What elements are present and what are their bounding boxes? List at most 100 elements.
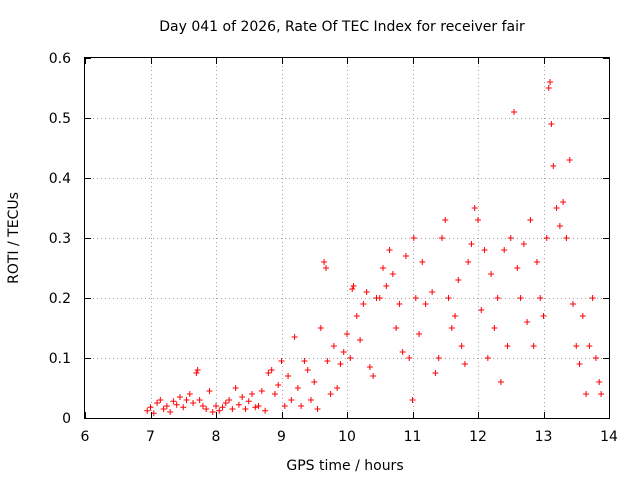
data-point [396, 301, 403, 307]
data-point [278, 358, 285, 364]
data-point [455, 277, 462, 283]
data-point [216, 407, 223, 414]
data-point [399, 349, 406, 355]
data-point [327, 391, 334, 397]
data-point [540, 313, 547, 319]
data-point [157, 397, 164, 403]
x-tick-label: 13 [535, 429, 553, 445]
data-point [563, 235, 570, 241]
data-point [232, 385, 239, 391]
y-tick-label: 0 [62, 411, 71, 427]
data-point [547, 79, 554, 85]
chart-title: Day 041 of 2026, Rate Of TEC Index for r… [159, 19, 525, 35]
data-point [350, 283, 357, 289]
data-point [190, 400, 197, 406]
data-point [176, 394, 183, 400]
data-point [484, 355, 491, 361]
data-point [363, 289, 370, 295]
data-point [285, 373, 292, 379]
data-point [229, 406, 236, 412]
data-point [160, 406, 167, 412]
data-point [586, 343, 593, 349]
x-tick-label: 10 [338, 429, 356, 445]
data-point [438, 235, 445, 241]
data-point [410, 235, 417, 241]
data-point [219, 404, 226, 411]
data-point [193, 370, 200, 376]
data-point [344, 331, 350, 337]
data-point [448, 325, 455, 331]
data-point [347, 355, 354, 361]
data-point [196, 397, 203, 403]
data-point [393, 325, 400, 331]
data-point [268, 367, 275, 373]
data-point [252, 404, 259, 411]
data-point [520, 241, 527, 247]
data-point [598, 391, 605, 397]
data-point [209, 409, 216, 415]
data-point [353, 313, 360, 319]
y-axis-label: ROTI / TECUs [6, 192, 22, 284]
data-point [548, 121, 555, 127]
data-point [376, 295, 383, 301]
data-point [458, 343, 465, 349]
data-point [357, 337, 364, 343]
data-point [370, 373, 377, 379]
data-point [429, 289, 436, 295]
data-point [349, 286, 356, 292]
data-point [262, 407, 269, 414]
data-point [471, 205, 478, 211]
data-point [468, 241, 475, 247]
data-point [402, 253, 409, 259]
data-point [314, 406, 321, 412]
data-point [311, 379, 318, 385]
data-point [504, 343, 511, 349]
data-point [452, 313, 459, 319]
data-point [592, 355, 599, 361]
x-tick-label: 12 [469, 429, 487, 445]
data-point [461, 361, 468, 367]
x-tick-label: 6 [81, 429, 90, 445]
data-point [550, 163, 557, 169]
x-tick-label: 7 [146, 429, 155, 445]
data-point [235, 401, 242, 408]
data-point [445, 295, 452, 301]
data-point [553, 205, 560, 211]
data-point [360, 301, 367, 307]
data-point [183, 397, 190, 403]
data-point [497, 379, 504, 385]
data-point [478, 307, 485, 313]
data-point [527, 217, 534, 223]
data-point [258, 388, 265, 394]
data-point [465, 259, 472, 265]
data-point [222, 400, 229, 406]
data-point [560, 199, 567, 205]
data-point [589, 295, 596, 301]
data-point [324, 358, 331, 364]
data-point [180, 404, 187, 411]
data-point [556, 223, 563, 229]
data-point [323, 265, 330, 271]
data-point [206, 388, 213, 394]
data-point [514, 265, 521, 271]
data-point [507, 235, 514, 241]
data-point [242, 406, 249, 412]
data-point [517, 295, 524, 301]
data-point [154, 400, 161, 406]
data-point [265, 370, 272, 376]
data-point [340, 349, 347, 355]
data-point [294, 385, 301, 391]
data-point [583, 391, 590, 397]
data-point [301, 358, 308, 364]
y-tick-label: 0.3 [49, 231, 71, 247]
data-point [442, 217, 449, 223]
data-point [199, 403, 206, 409]
data-point [494, 295, 501, 301]
data-point [481, 247, 488, 253]
data-point [475, 217, 481, 223]
data-point [380, 265, 387, 271]
data-point [383, 283, 390, 289]
data-point [167, 409, 174, 415]
data-point [337, 361, 344, 367]
x-tick-label: 8 [212, 429, 221, 445]
